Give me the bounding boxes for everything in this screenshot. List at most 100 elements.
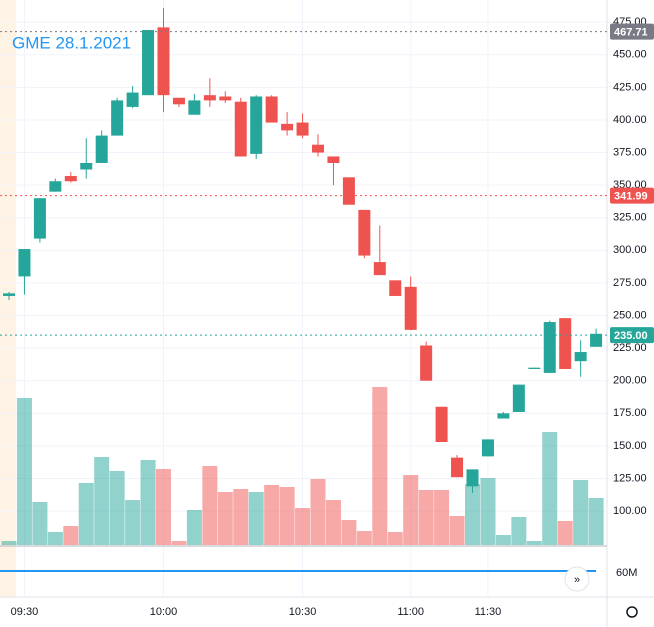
price-label: 235.00 [614, 330, 648, 342]
candle-body [219, 96, 232, 101]
candle-body [250, 96, 263, 154]
volume-bar [387, 532, 403, 545]
volume-bar [372, 387, 388, 545]
x-tick-label: 10:30 [289, 606, 317, 618]
candle-body [389, 280, 402, 296]
candle-body [157, 27, 170, 96]
y-tick-label: 250.00 [613, 309, 647, 321]
candle-body [265, 96, 278, 123]
volume-bar [202, 466, 218, 545]
volume-bar [16, 398, 32, 545]
candle-body [188, 100, 201, 115]
candle-body [49, 181, 62, 192]
volume-bar [94, 457, 110, 545]
y-tick-label: 425.00 [613, 81, 647, 93]
candle-body [296, 122, 309, 136]
y-tick-label: 100.00 [613, 505, 647, 517]
y-tick-label: 450.00 [613, 49, 647, 61]
candle-body [574, 352, 587, 362]
candle-body [126, 92, 139, 107]
volume-bar [480, 478, 496, 545]
price-label-bg [610, 187, 654, 204]
candle-body [466, 469, 479, 487]
volume-bar [573, 480, 589, 545]
volume-bar [1, 541, 17, 545]
candle-body [312, 144, 324, 153]
candle-body [404, 286, 417, 330]
candle-body [33, 198, 46, 239]
scroll-button[interactable] [564, 566, 590, 592]
y-tick-label: 325.00 [613, 212, 647, 224]
y-tick-label: 175.00 [613, 407, 647, 419]
candle-body [142, 29, 155, 96]
candle-body [435, 406, 448, 442]
x-tick-label: 11:30 [475, 606, 502, 618]
candle-body [342, 177, 355, 205]
candle-body [512, 384, 525, 413]
price-label-bg [610, 23, 654, 40]
volume-bar [186, 510, 202, 545]
price-label: 341.99 [614, 190, 648, 202]
price-label-bg [610, 327, 654, 344]
candle-body [281, 123, 294, 131]
volume-bar [109, 471, 125, 545]
premarket-band [0, 0, 16, 597]
volume-bar [125, 500, 141, 545]
volume-bar [310, 479, 326, 545]
candle-body [80, 162, 93, 170]
volume-bar [588, 498, 604, 545]
candle-body [64, 176, 77, 182]
volume-bar [233, 489, 249, 545]
candle-body [528, 367, 541, 369]
y-tick-label: 275.00 [613, 277, 647, 289]
y-tick-label: 400.00 [613, 114, 647, 126]
candle-body [420, 345, 433, 381]
candle-body [358, 209, 371, 256]
settings-icon[interactable] [626, 606, 638, 618]
y-tick-label: 375.00 [613, 146, 647, 158]
volume-bar [279, 487, 295, 545]
volume-bar [356, 531, 372, 545]
volume-bar [217, 492, 233, 545]
volume-bar [78, 483, 94, 545]
price-label: 467.71 [614, 27, 648, 39]
volume-bar [449, 516, 465, 545]
x-tick-label: 09:30 [11, 606, 39, 618]
y-tick-label: 225.00 [613, 342, 647, 354]
volume-bar [264, 485, 280, 545]
volume-bar [557, 521, 573, 545]
volume-bar [526, 541, 542, 545]
volume-bar [32, 502, 48, 545]
volume-bar [542, 432, 558, 545]
volume-bar [171, 541, 187, 545]
volume-bar [418, 490, 434, 545]
candle-body [497, 413, 510, 419]
x-tick-label: 11:00 [397, 606, 424, 618]
candle-body [451, 457, 464, 478]
candle-body [543, 322, 556, 373]
y-tick-label: 125.00 [613, 472, 647, 484]
candle-body [18, 249, 31, 277]
candle-body [203, 95, 216, 101]
volume-bar [156, 469, 171, 545]
candle-body [95, 135, 108, 163]
volume-bar [140, 460, 156, 545]
indicator-tick-label: 60M [616, 567, 637, 579]
candle-body [327, 156, 340, 163]
volume-bar [403, 475, 419, 545]
y-tick-label: 300.00 [613, 244, 647, 256]
volume-bar [434, 490, 450, 545]
volume-bar [341, 520, 357, 545]
candle-body [481, 439, 494, 457]
volume-bar [325, 500, 341, 545]
y-tick-label: 150.00 [613, 440, 647, 452]
volume-bar [47, 532, 63, 545]
volume-bar [495, 535, 511, 545]
chart-title: GME 28.1.2021 [12, 33, 131, 52]
candle-body [373, 262, 386, 276]
candle-body [3, 293, 15, 296]
y-tick-label: 200.00 [613, 375, 647, 387]
volume-bar [248, 492, 264, 545]
